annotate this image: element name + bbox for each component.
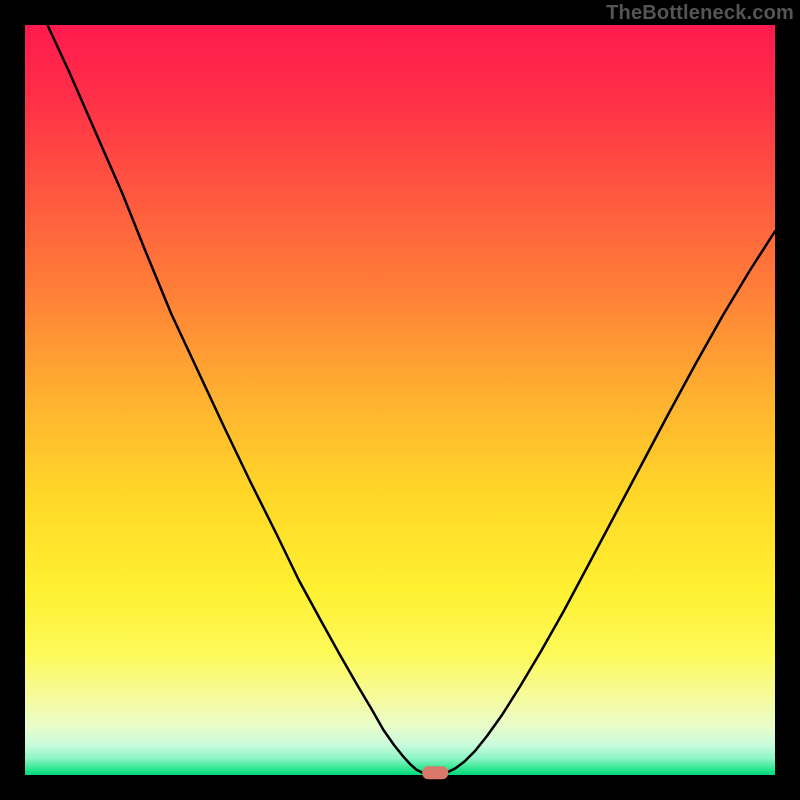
watermark-text: TheBottleneck.com: [606, 2, 794, 25]
gradient-background: [25, 25, 775, 775]
bottleneck-chart: [0, 0, 800, 800]
chart-container: TheBottleneck.com: [0, 0, 800, 800]
min-marker: [422, 766, 448, 779]
